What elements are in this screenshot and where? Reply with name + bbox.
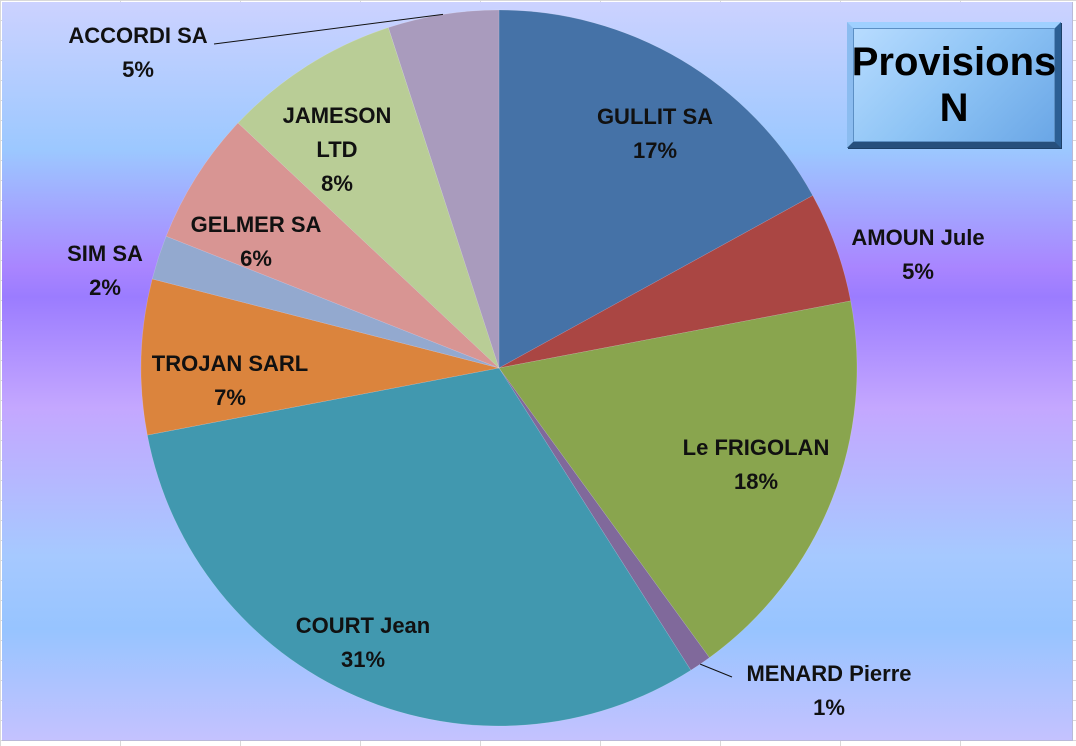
data-label-name: SIM SA (67, 241, 143, 266)
data-label-name: MENARD Pierre (746, 661, 912, 686)
data-label-name: TROJAN SARL (151, 351, 309, 376)
data-label-name: ACCORDI SA (68, 23, 208, 48)
data-label-name: Le FRIGOLAN (682, 435, 830, 460)
leader-line-accordi-sa (213, 13, 444, 45)
pie-slice-jameson-ltd[interactable] (237, 27, 500, 369)
data-label-percent: 18% (733, 469, 779, 494)
data-label-le-frigolan[interactable]: Le FRIGOLAN 18% (683, 431, 830, 499)
data-label-gullit-sa[interactable]: GULLIT SA 17% (597, 100, 713, 168)
data-label-name: AMOUN Jule (851, 225, 985, 250)
data-label-percent: 31% (340, 647, 386, 672)
data-label-name-line2: LTD (316, 137, 358, 162)
chart-title-box[interactable]: Provisions N (847, 22, 1061, 148)
data-label-percent: 6% (240, 246, 272, 271)
data-label-gelmer-sa[interactable]: GELMER SA 6% (191, 208, 322, 276)
data-label-trojan-sarl[interactable]: TROJAN SARL 7% (152, 347, 308, 415)
data-label-court-jean[interactable]: COURT Jean 31% (296, 609, 430, 677)
leader-line-menard-pierre (700, 663, 733, 678)
chart-title: Provisions N (852, 39, 1057, 131)
data-label-percent: 5% (902, 259, 934, 284)
data-label-amoun-jule[interactable]: AMOUN Jule 5% (851, 221, 984, 289)
chart-title-line1: Provisions (851, 40, 1057, 84)
pie-slice-trojan-sarl[interactable] (140, 278, 500, 436)
data-label-jameson-ltd[interactable]: JAMESON LTD 8% (283, 99, 392, 201)
data-label-name: COURT Jean (295, 613, 431, 638)
data-label-name-line1: JAMESON (282, 103, 392, 128)
data-label-percent: 1% (813, 695, 845, 720)
data-label-accordi-sa[interactable]: ACCORDI SA 5% (68, 19, 207, 87)
pie-slice-court-jean[interactable] (147, 367, 692, 727)
chart-title-line2: N (939, 86, 969, 130)
data-label-percent: 7% (214, 385, 246, 410)
pie-slice-le-frigolan[interactable] (498, 300, 858, 658)
pie-slice-gullit-sa[interactable] (498, 9, 814, 369)
data-label-name: GELMER SA (190, 212, 322, 237)
pie-slice-amoun-jule[interactable] (498, 195, 851, 369)
data-label-name: GULLIT SA (596, 104, 714, 129)
pie-slice-gelmer-sa[interactable] (165, 122, 500, 369)
data-label-percent: 2% (89, 275, 121, 300)
data-label-percent: 5% (122, 57, 154, 82)
data-label-percent: 8% (321, 171, 353, 196)
data-label-sim-sa[interactable]: SIM SA 2% (67, 237, 143, 305)
data-label-menard-pierre[interactable]: MENARD Pierre 1% (746, 657, 911, 725)
pie-slice-sim-sa[interactable] (151, 235, 500, 369)
data-label-percent: 17% (632, 138, 678, 163)
